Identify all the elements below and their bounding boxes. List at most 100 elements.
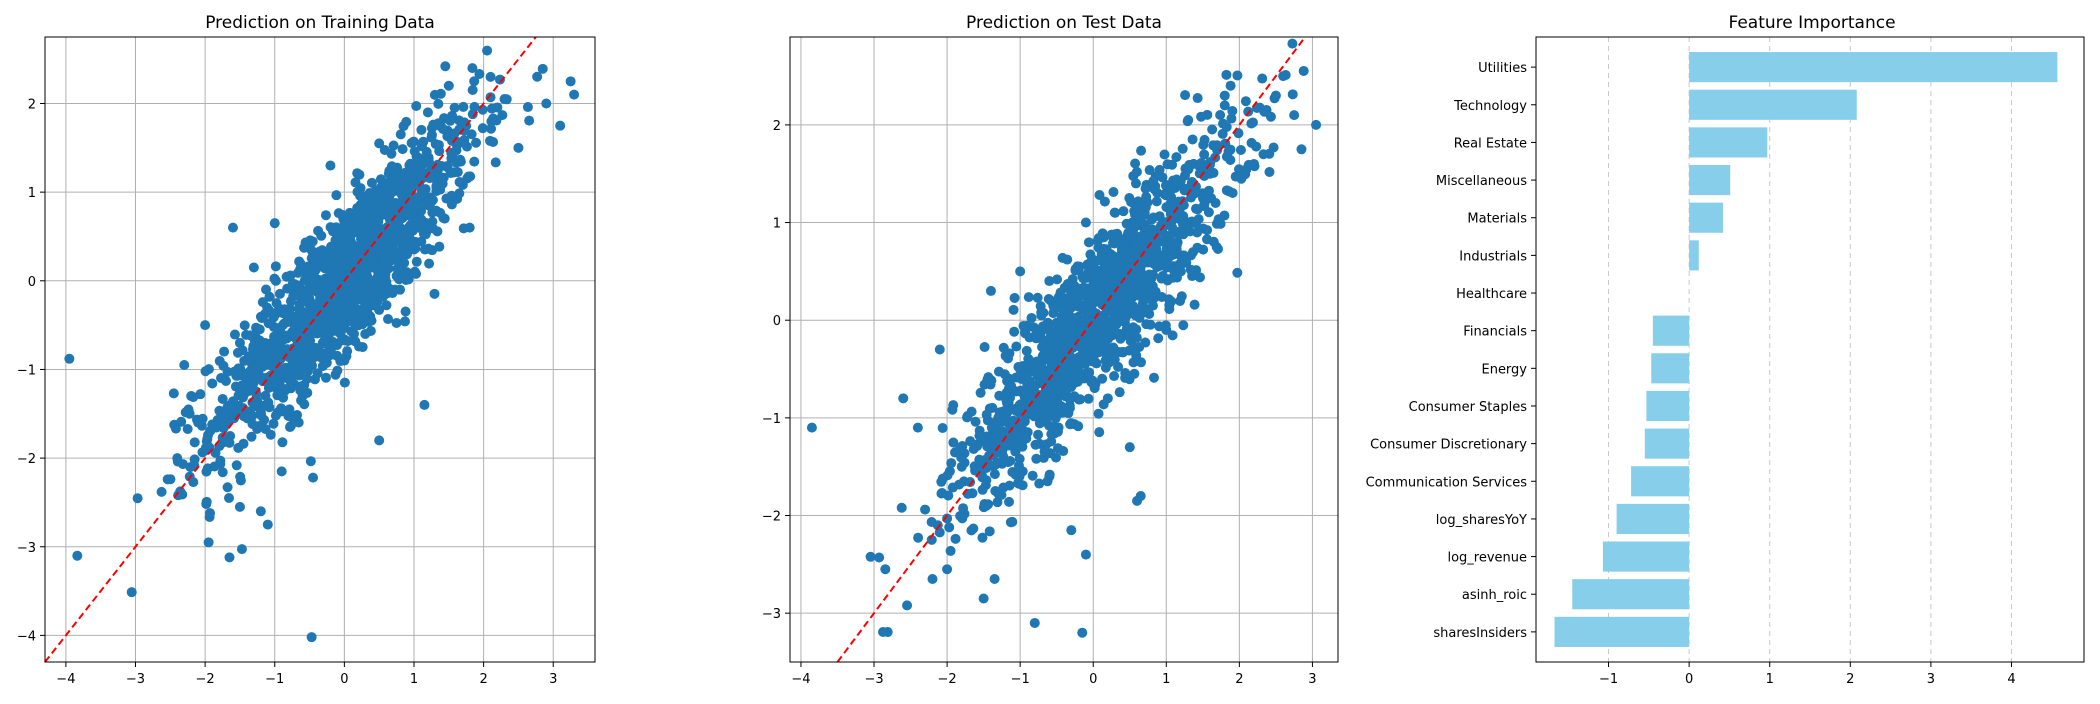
data-point: [957, 513, 968, 524]
data-point: [1124, 442, 1135, 453]
data-point: [184, 408, 195, 419]
data-point: [212, 415, 223, 426]
data-point: [1218, 118, 1229, 129]
data-point: [328, 317, 339, 328]
data-point: [1020, 411, 1031, 422]
data-point: [1098, 399, 1109, 410]
data-point: [366, 177, 377, 188]
data-point: [302, 271, 313, 282]
data-point: [247, 410, 258, 421]
data-point: [1160, 190, 1171, 201]
data-point: [231, 405, 242, 416]
data-point: [1009, 326, 1020, 337]
data-point: [555, 120, 566, 131]
data-point: [1151, 196, 1162, 207]
data-point: [263, 397, 274, 408]
data-point: [1080, 217, 1091, 228]
data-point: [416, 124, 427, 135]
data-point: [368, 200, 379, 211]
data-point: [1044, 469, 1055, 480]
data-point: [902, 600, 913, 611]
data-point: [1052, 426, 1063, 437]
data-point: [1257, 73, 1268, 84]
x-tick-label: −3: [126, 672, 145, 687]
data-point: [1164, 304, 1175, 315]
data-point: [1121, 218, 1132, 229]
data-point: [965, 477, 976, 488]
data-point: [1140, 254, 1151, 265]
category-label: Utilities: [1478, 61, 1527, 76]
x-tick-label: −1: [265, 672, 284, 687]
data-point: [217, 393, 228, 404]
data-point: [1120, 290, 1131, 301]
data-point: [1022, 369, 1033, 380]
category-label: Financials: [1463, 325, 1527, 340]
data-point: [290, 369, 301, 380]
data-point: [1166, 296, 1177, 307]
data-point: [1024, 355, 1035, 366]
data-point: [1010, 469, 1021, 480]
data-point: [360, 191, 371, 202]
data-point: [1187, 247, 1198, 258]
data-point: [980, 500, 991, 511]
data-point: [1119, 317, 1130, 328]
data-point: [222, 482, 233, 493]
y-ticks-importance: Utilities Technology Real Estate Miscellane…: [1366, 61, 1536, 641]
y-tick-label: 0: [773, 314, 781, 329]
data-point: [1013, 361, 1024, 372]
chart-title-importance: Feature Importance: [1728, 13, 1895, 33]
data-point: [179, 360, 190, 371]
data-point: [1243, 159, 1254, 170]
dense-cloud-test: [865, 38, 1309, 638]
data-point: [451, 136, 462, 147]
data-point: [1011, 341, 1022, 352]
data-point: [256, 313, 267, 324]
data-point: [261, 284, 272, 295]
data-point: [419, 399, 430, 410]
data-point: [465, 171, 476, 182]
data-point: [1127, 300, 1138, 311]
data-point: [454, 188, 465, 199]
data-point: [302, 373, 313, 384]
reference-line-test: [836, 36, 1306, 663]
data-point: [1044, 276, 1055, 287]
data-point: [170, 423, 181, 434]
data-point: [234, 501, 245, 512]
data-point: [1067, 274, 1078, 285]
data-point: [1219, 90, 1230, 101]
data-point: [1163, 202, 1174, 213]
data-point: [1157, 270, 1168, 281]
data-point: [446, 147, 457, 158]
data-point: [391, 317, 402, 328]
data-point: [434, 241, 445, 252]
data-point: [274, 303, 285, 314]
data-point: [954, 445, 965, 456]
data-point: [978, 593, 989, 604]
data-point: [1038, 307, 1049, 318]
data-point: [236, 370, 247, 381]
x-tick-label: 1: [1162, 672, 1170, 687]
data-point: [309, 374, 320, 385]
data-point: [1225, 80, 1236, 91]
data-point: [865, 551, 876, 562]
data-point: [1227, 105, 1238, 116]
data-point: [272, 390, 283, 401]
category-label: log_revenue: [1447, 551, 1527, 566]
data-point: [898, 393, 909, 404]
data-point: [332, 365, 343, 376]
data-point: [189, 437, 200, 448]
data-point: [1131, 166, 1142, 177]
category-label: Materials: [1467, 212, 1527, 227]
data-point: [1080, 549, 1091, 560]
data-point: [218, 437, 229, 448]
data-point: [409, 266, 420, 277]
data-point: [1052, 274, 1063, 285]
data-point: [968, 523, 979, 534]
data-point: [1130, 158, 1141, 169]
data-point: [284, 404, 295, 415]
data-point: [1091, 308, 1102, 319]
data-point: [920, 504, 931, 515]
data-point: [339, 310, 350, 321]
data-point: [1029, 617, 1040, 628]
